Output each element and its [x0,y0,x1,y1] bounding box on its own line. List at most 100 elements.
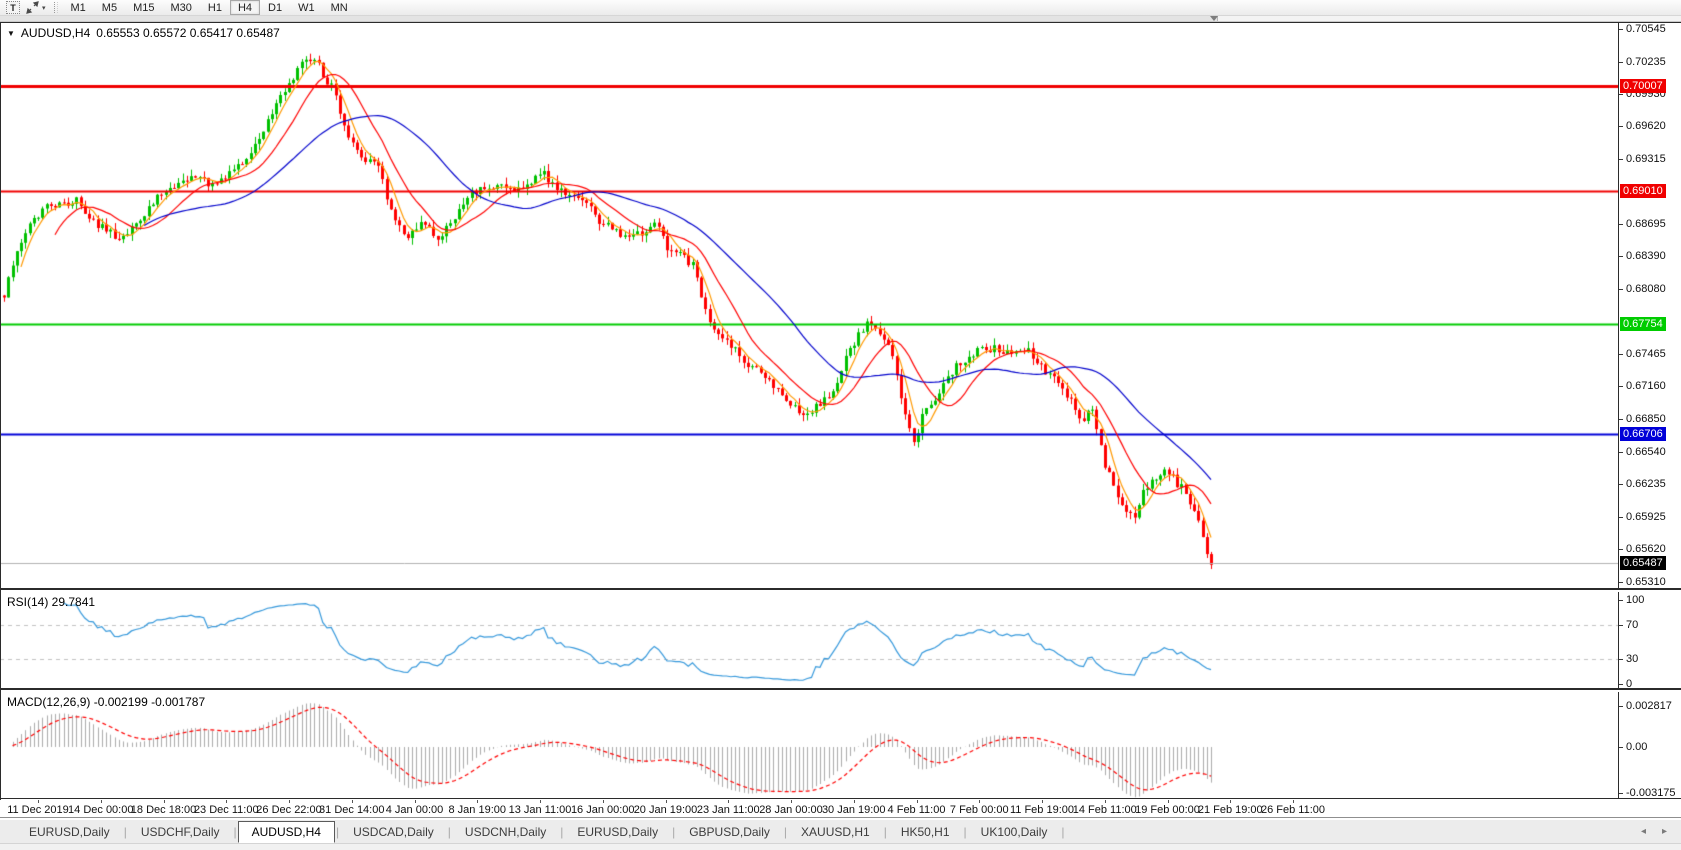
time-tick-mark [1293,800,1294,803]
chart-tab-uk100-daily[interactable]: UK100,Daily [980,824,1048,839]
axis-tick-label: 0.70545 [1626,22,1666,35]
chart-title: ▼ AUDUSD,H4 0.65553 0.65572 0.65417 0.65… [7,26,280,40]
timeframe-button-m15[interactable]: M15 [133,2,155,14]
axis-tick-mark [1619,386,1623,387]
timeframe-button-d1[interactable]: D1 [268,2,283,14]
axis-tick-label: 100 [1626,594,1645,606]
macd-canvas[interactable] [0,692,1618,799]
tab-separator: | [963,824,967,839]
axis-tick-label: 0.67465 [1626,348,1666,361]
main-toolbar: T ▾ M1 M5 M15 M30 H1 H4 D1 W1 MN [0,0,1681,16]
timeframe-button-mn[interactable]: MN [330,2,348,14]
time-axis-label: 23 Dec 11:00 [193,804,259,816]
axis-tick-label: 0 [1626,678,1633,690]
tab-separator: | [883,824,887,839]
time-tick-mark [1168,800,1169,803]
chart-tab-usdchf-daily[interactable]: USDCHF,Daily [140,824,220,839]
time-axis-label: 20 Jan 19:00 [633,804,698,816]
axis-tick-mark [1619,684,1623,685]
rsi-panel: RSI(14) 29.7841 100 70 30 0 [0,592,1681,690]
axis-tick-label: 0.66850 [1626,413,1666,426]
axis-tick-mark [1619,625,1623,626]
axis-tick-label: 0.69620 [1626,120,1666,133]
axis-tick-label: 0.66540 [1626,445,1666,458]
axis-tick-mark [1619,452,1623,453]
chart-hscrollbar[interactable] [0,16,1681,22]
chart-tab-audusd-h4[interactable]: AUDUSD,H4 [237,820,335,843]
time-axis-label: 8 Jan 19:00 [448,804,507,816]
chart-tab-usdcnh-daily[interactable]: USDCNH,Daily [464,824,547,839]
axis-tick-label: 70 [1626,619,1639,632]
arrows-tool-icon [26,1,39,14]
chart-tab-usdcad-daily[interactable]: USDCAD,Daily [353,824,434,839]
axis-tick-label: 0.00 [1626,741,1648,753]
time-axis-label: 30 Jan 19:00 [821,804,886,816]
timeframe-button-group: M1 M5 M15 M30 H1 H4 D1 W1 MN [63,0,356,15]
time-axis: 11 Dec 2019 14 Dec 00:00 18 Dec 18:00 23 De… [0,800,1681,818]
macd-axis: 0.002817 0.00 -0.003175 [1618,692,1681,800]
tab-separator: | [560,824,564,839]
chart-tab-xauusd-h1[interactable]: XAUUSD,H1 [801,824,870,839]
axis-tick-mark [1619,126,1623,127]
ohlc-quote-label: 0.65553 0.65572 0.65417 0.65487 [96,26,280,40]
rsi-canvas[interactable] [0,592,1618,690]
time-tick-mark [540,800,541,803]
level-price-label: 0.69010 [1620,183,1666,198]
timeframe-button-h1[interactable]: H1 [207,2,222,14]
axis-tick-label: 0.002817 [1626,700,1672,713]
axis-tick-mark [1619,659,1623,660]
time-tick-mark [226,800,227,803]
price-chart-canvas[interactable] [0,23,1618,588]
axis-tick-mark [1619,600,1623,601]
time-axis-label: 4 Jan 00:00 [385,804,444,816]
axis-tick-label: 0.67160 [1626,380,1666,393]
tab-separator: | [1061,824,1065,839]
text-tool-button[interactable]: T [3,0,23,15]
chart-tab-eurusd-daily[interactable]: EURUSD,Daily [29,824,110,839]
tab-separator: | [447,824,451,839]
time-axis-label: 13 Jan 11:00 [508,804,572,816]
tab-separator: | [672,824,676,839]
symbol-dropdown-icon[interactable]: ▼ [7,28,15,38]
timeframe-button-m5[interactable]: M5 [101,2,118,14]
chart-tab-eurusd-daily[interactable]: EURUSD,Daily [577,824,659,839]
time-tick-mark [1230,800,1231,803]
time-tick-mark [854,800,855,803]
timeframe-button-m1[interactable]: M1 [70,2,86,14]
time-tick-mark [1105,800,1106,803]
cursor-tool-button[interactable]: ▾ [23,0,49,15]
axis-tick-mark [1619,354,1623,355]
timeframe-button-w1[interactable]: W1 [298,2,315,14]
chart-tab-hk50-h1[interactable]: HK50,H1 [900,824,950,839]
timeframe-button-h4[interactable]: H4 [229,0,261,15]
time-tick-mark [1042,800,1043,803]
tab-scroll-right-icon[interactable]: ▸ [1661,826,1667,837]
level-price-label: 0.67754 [1620,316,1666,331]
scrollbar-position-marker-icon [1210,16,1218,21]
time-axis-label: 26 Dec 22:00 [256,804,322,816]
level-price-label: 0.70007 [1620,78,1666,93]
status-strip [0,843,1681,850]
timeframe-button-m30[interactable]: M30 [170,2,192,14]
tab-scroll-left-icon[interactable]: ◂ [1640,826,1646,837]
time-axis-label: 11 Dec 2019 [7,804,69,816]
time-axis-label: 4 Feb 11:00 [887,804,946,816]
chart-tabs: EURUSD,Daily | USDCHF,Daily | AUDUSD,H4 | USDC… [16,820,1065,843]
symbol-timeframe-label: AUDUSD,H4 [20,26,91,40]
hscrollbar-thumb[interactable] [0,16,1218,21]
axis-tick-mark [1619,484,1623,485]
time-tick-mark [603,800,604,803]
axis-tick-mark [1619,419,1623,420]
axis-tick-mark [1619,747,1623,748]
axis-tick-label: 0.68695 [1626,218,1666,231]
chart-tab-gbpusd-daily[interactable]: GBPUSD,Daily [689,824,770,839]
chart-left-border [0,22,1,800]
time-axis-label: 14 Feb 11:00 [1072,804,1137,816]
axis-tick-mark [1619,224,1623,225]
axis-tick-mark [1619,517,1623,518]
price-chart-panel: ▼ AUDUSD,H4 0.65553 0.65572 0.65417 0.65… [0,22,1681,590]
time-axis-label: 23 Jan 11:00 [696,804,760,816]
time-tick-mark [415,800,416,803]
chevron-down-icon[interactable]: ▾ [42,4,46,12]
axis-tick-label: -0.003175 [1626,787,1676,800]
